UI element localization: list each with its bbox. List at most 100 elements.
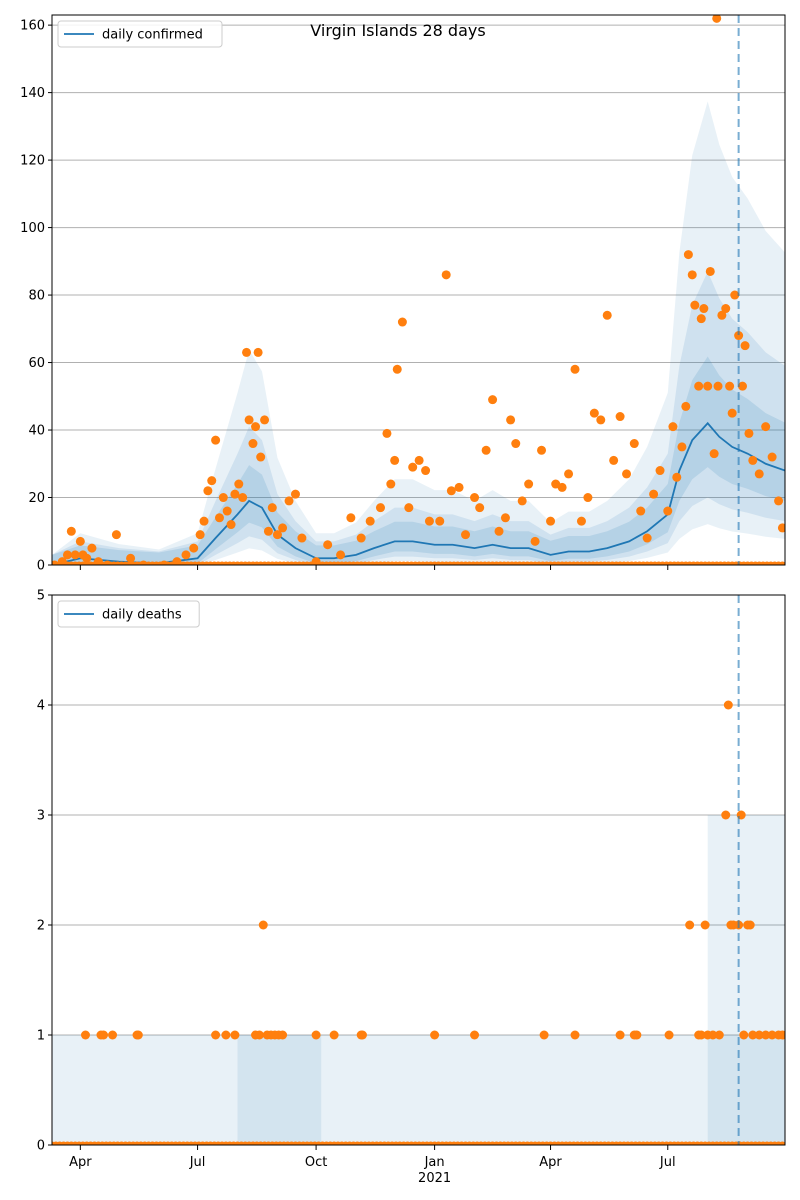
- x-tick-label: Jul: [189, 1155, 206, 1170]
- data-point: [238, 493, 248, 503]
- y-tick-label: 0: [37, 1139, 45, 1154]
- data-point: [745, 920, 755, 930]
- data-point: [602, 310, 612, 320]
- y-tick-label: 5: [37, 589, 45, 604]
- data-point: [748, 455, 758, 465]
- confirmed-panel: 0 20 40 60 80 100 120 140 160 daily confirmed Virg…: [20, 14, 786, 574]
- data-point: [524, 479, 534, 489]
- y-tick-label: 40: [28, 424, 45, 439]
- legend: daily confirmed: [57, 20, 223, 48]
- data-point: [668, 422, 678, 432]
- data-point: [596, 415, 606, 425]
- data-point: [244, 415, 254, 425]
- data-point: [82, 553, 92, 563]
- data-point: [421, 466, 431, 476]
- data-point: [748, 1030, 758, 1040]
- data-point: [424, 516, 434, 526]
- data-point: [557, 482, 567, 492]
- data-point: [346, 513, 356, 523]
- data-point: [564, 469, 574, 479]
- data-point: [375, 503, 385, 513]
- plot-area: [52, 15, 785, 565]
- data-point: [365, 516, 375, 526]
- data-point: [99, 1030, 109, 1040]
- uncertainty-band: [707, 815, 785, 1145]
- data-point: [470, 493, 480, 503]
- y-tick-label: 60: [28, 356, 45, 371]
- data-point: [278, 1030, 288, 1040]
- data-point: [430, 1030, 440, 1040]
- data-point: [739, 1030, 749, 1040]
- data-point: [386, 479, 396, 489]
- uncertainty-band: [52, 1035, 785, 1145]
- data-point: [672, 472, 682, 482]
- data-point: [323, 540, 333, 550]
- data-point: [336, 550, 346, 560]
- data-point: [226, 520, 236, 530]
- data-point: [256, 452, 266, 462]
- data-point: [222, 506, 232, 516]
- data-point: [649, 489, 659, 499]
- data-point: [609, 455, 619, 465]
- data-point: [195, 530, 205, 540]
- data-point: [108, 1030, 118, 1040]
- legend-label: daily confirmed: [102, 28, 203, 43]
- data-point: [727, 408, 737, 418]
- data-point: [740, 341, 750, 351]
- data-point: [242, 347, 252, 357]
- y-tick-label: 20: [28, 491, 45, 506]
- x-tick-label: Jul: [659, 1155, 676, 1170]
- data-point: [570, 1030, 580, 1040]
- data-point: [62, 550, 72, 560]
- uncertainty-band: [237, 1035, 322, 1145]
- data-point: [629, 439, 639, 449]
- legend-box: [57, 600, 200, 628]
- data-point: [589, 408, 599, 418]
- data-point: [537, 445, 547, 455]
- data-point: [721, 810, 731, 820]
- data-point: [278, 523, 288, 533]
- data-point: [576, 516, 586, 526]
- data-point: [214, 513, 224, 523]
- data-point: [397, 317, 407, 327]
- legend-label: daily deaths: [102, 608, 182, 623]
- data-point: [87, 543, 97, 553]
- data-point: [632, 1030, 642, 1040]
- data-point: [517, 496, 527, 506]
- data-point: [284, 496, 294, 506]
- data-point: [500, 513, 510, 523]
- x-tick-label: Jan: [424, 1155, 445, 1170]
- data-point: [663, 506, 673, 516]
- data-point: [356, 533, 366, 543]
- data-point: [690, 300, 700, 310]
- legend: daily deaths: [57, 600, 200, 628]
- data-point: [297, 533, 307, 543]
- data-point: [530, 536, 540, 546]
- data-point: [583, 493, 593, 503]
- y-tick-label: 80: [28, 289, 45, 304]
- x-tick-label: Oct: [305, 1155, 327, 1170]
- data-point: [254, 1030, 264, 1040]
- y-tick-label: 1: [37, 1029, 45, 1044]
- data-point: [211, 1030, 221, 1040]
- data-point: [708, 1030, 718, 1040]
- data-point: [221, 1030, 231, 1040]
- data-point: [754, 469, 764, 479]
- data-point: [203, 486, 213, 496]
- data-point: [218, 493, 228, 503]
- data-point: [615, 412, 625, 422]
- deaths-panel: 0 1 2 3 4 5 daily deaths: [37, 589, 786, 1154]
- data-point: [272, 530, 282, 540]
- data-point: [570, 364, 580, 374]
- data-point: [311, 1030, 321, 1040]
- data-point: [234, 479, 244, 489]
- legend-box: [57, 20, 223, 48]
- data-point: [546, 516, 556, 526]
- data-point: [511, 439, 521, 449]
- data-point: [767, 452, 777, 462]
- data-point: [622, 469, 632, 479]
- data-point: [80, 1030, 90, 1040]
- data-point: [730, 290, 740, 300]
- data-point: [700, 920, 710, 930]
